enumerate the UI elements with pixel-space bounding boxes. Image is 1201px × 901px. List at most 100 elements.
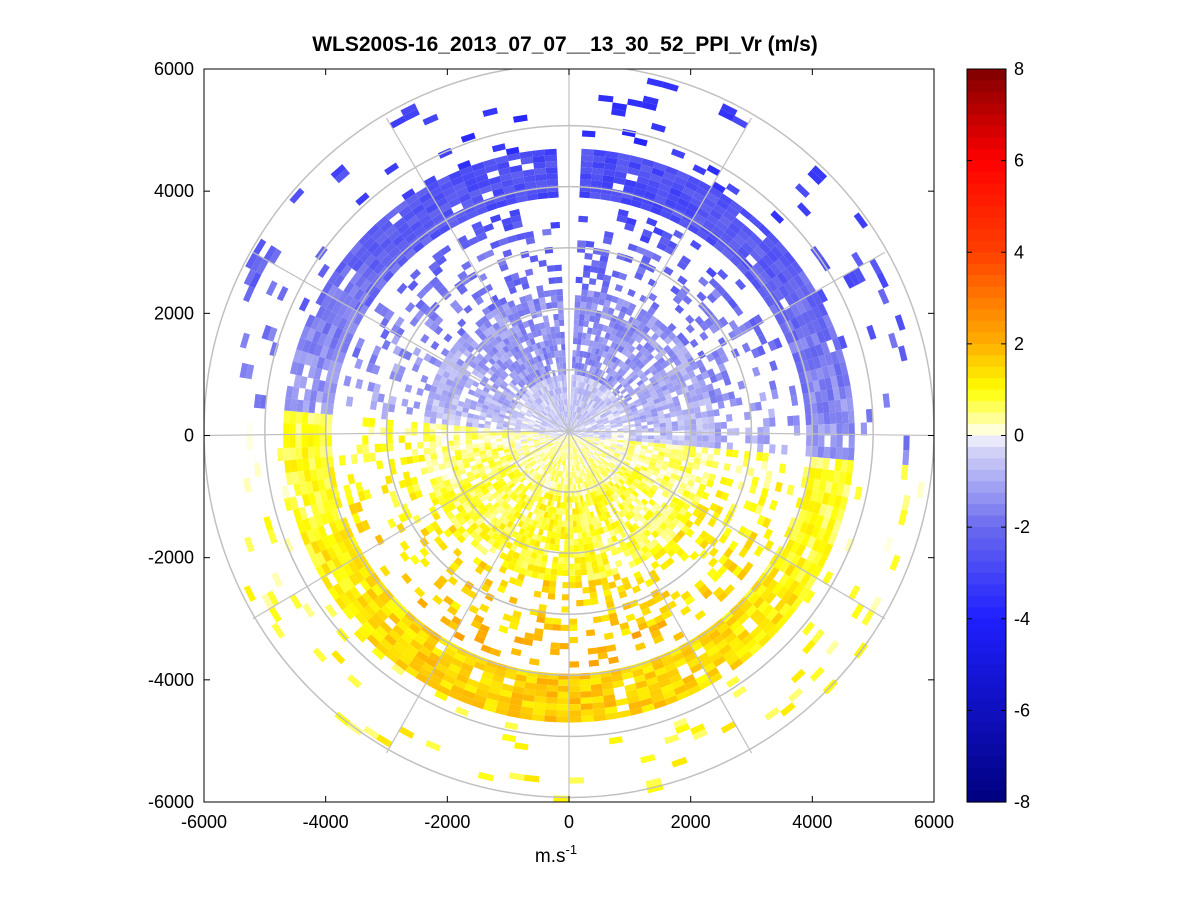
velocity-cell (611, 270, 621, 279)
velocity-cell (824, 481, 833, 494)
velocity-cell (647, 179, 661, 189)
velocity-cell (487, 303, 496, 312)
velocity-cell (573, 446, 576, 453)
velocity-cell (596, 521, 603, 529)
velocity-cell (486, 393, 494, 400)
velocity-cell (465, 336, 475, 345)
velocity-cell (614, 559, 623, 568)
velocity-cell (593, 572, 601, 580)
velocity-cell (488, 686, 502, 696)
velocity-cell (664, 734, 680, 745)
velocity-cell (567, 417, 569, 424)
velocity-cell (583, 320, 590, 328)
velocity-cell (569, 710, 582, 717)
velocity-cell (534, 559, 542, 567)
velocity-cell (687, 223, 700, 235)
velocity-cell (551, 531, 557, 539)
velocity-cell (539, 426, 546, 430)
velocity-cell (708, 672, 723, 685)
velocity-cell (541, 386, 547, 394)
velocity-cell (540, 328, 547, 336)
velocity-cell (585, 240, 595, 248)
velocity-cell (533, 427, 540, 431)
velocity-cell (477, 287, 487, 297)
velocity-cell (714, 422, 721, 430)
velocity-cell (327, 393, 336, 405)
velocity-cell (550, 221, 560, 229)
velocity-cell (491, 143, 506, 153)
velocity-cell (490, 308, 499, 317)
velocity-cell (620, 340, 628, 348)
velocity-cell (556, 387, 560, 395)
velocity-cell (353, 570, 365, 583)
velocity-cell (600, 577, 609, 585)
velocity-cell (426, 678, 440, 691)
velocity-cell (564, 435, 569, 441)
velocity-cell (833, 495, 843, 509)
velocity-cell (615, 489, 623, 497)
velocity-cell (590, 393, 596, 400)
velocity-cell (629, 404, 637, 410)
velocity-cell (489, 647, 502, 657)
velocity-cell (400, 615, 413, 628)
velocity-cell (604, 594, 614, 603)
velocity-cell (545, 479, 551, 487)
velocity-cell (511, 691, 524, 701)
velocity-cell (536, 398, 542, 404)
velocity-cell (576, 387, 580, 394)
velocity-cell (445, 378, 454, 387)
velocity-cell (580, 388, 584, 395)
velocity-cell (519, 295, 527, 304)
velocity-cell (480, 547, 489, 556)
velocity-cell (618, 272, 628, 281)
velocity-cell (261, 593, 274, 610)
velocity-cell (593, 387, 599, 395)
velocity-cell (574, 569, 582, 576)
velocity-cell (351, 599, 364, 613)
velocity-cell (515, 303, 524, 312)
velocity-cell (493, 408, 501, 414)
velocity-cell (605, 293, 613, 302)
velocity-cell (624, 489, 632, 496)
velocity-cell (531, 402, 538, 408)
velocity-cell (598, 455, 605, 460)
velocity-cell (637, 621, 649, 631)
velocity-cell (586, 428, 593, 431)
velocity-cell (404, 232, 418, 244)
velocity-cell (569, 435, 574, 440)
velocity-cell (617, 360, 625, 368)
velocity-cell (651, 470, 659, 477)
velocity-cell (550, 433, 557, 435)
velocity-cell (556, 457, 560, 464)
velocity-cell (466, 377, 475, 385)
velocity-cell (641, 228, 653, 238)
velocity-cell (545, 406, 551, 413)
velocity-cell (604, 332, 611, 340)
velocity-cell (508, 440, 515, 444)
velocity-cell (551, 437, 558, 440)
velocity-cell (425, 403, 433, 412)
velocity-cell (527, 345, 535, 353)
velocity-cell (634, 358, 643, 367)
velocity-cell (565, 405, 567, 412)
velocity-cell (389, 646, 403, 659)
velocity-cell (736, 262, 749, 275)
velocity-cell (829, 447, 837, 459)
velocity-cell (494, 369, 502, 377)
velocity-cell (722, 558, 734, 569)
velocity-cell (839, 496, 849, 510)
velocity-cell (409, 316, 420, 327)
velocity-cell (628, 423, 636, 428)
velocity-cell (578, 319, 585, 327)
velocity-cell (545, 505, 551, 513)
velocity-cell (461, 171, 476, 182)
velocity-cell (590, 683, 603, 692)
velocity-cell (457, 525, 466, 535)
velocity-cell (564, 417, 567, 424)
velocity-cell (547, 678, 559, 686)
velocity-cell (599, 432, 606, 435)
velocity-cell (243, 477, 252, 493)
velocity-cell (536, 285, 544, 293)
velocity-cell (552, 475, 557, 483)
velocity-cell (814, 343, 825, 357)
